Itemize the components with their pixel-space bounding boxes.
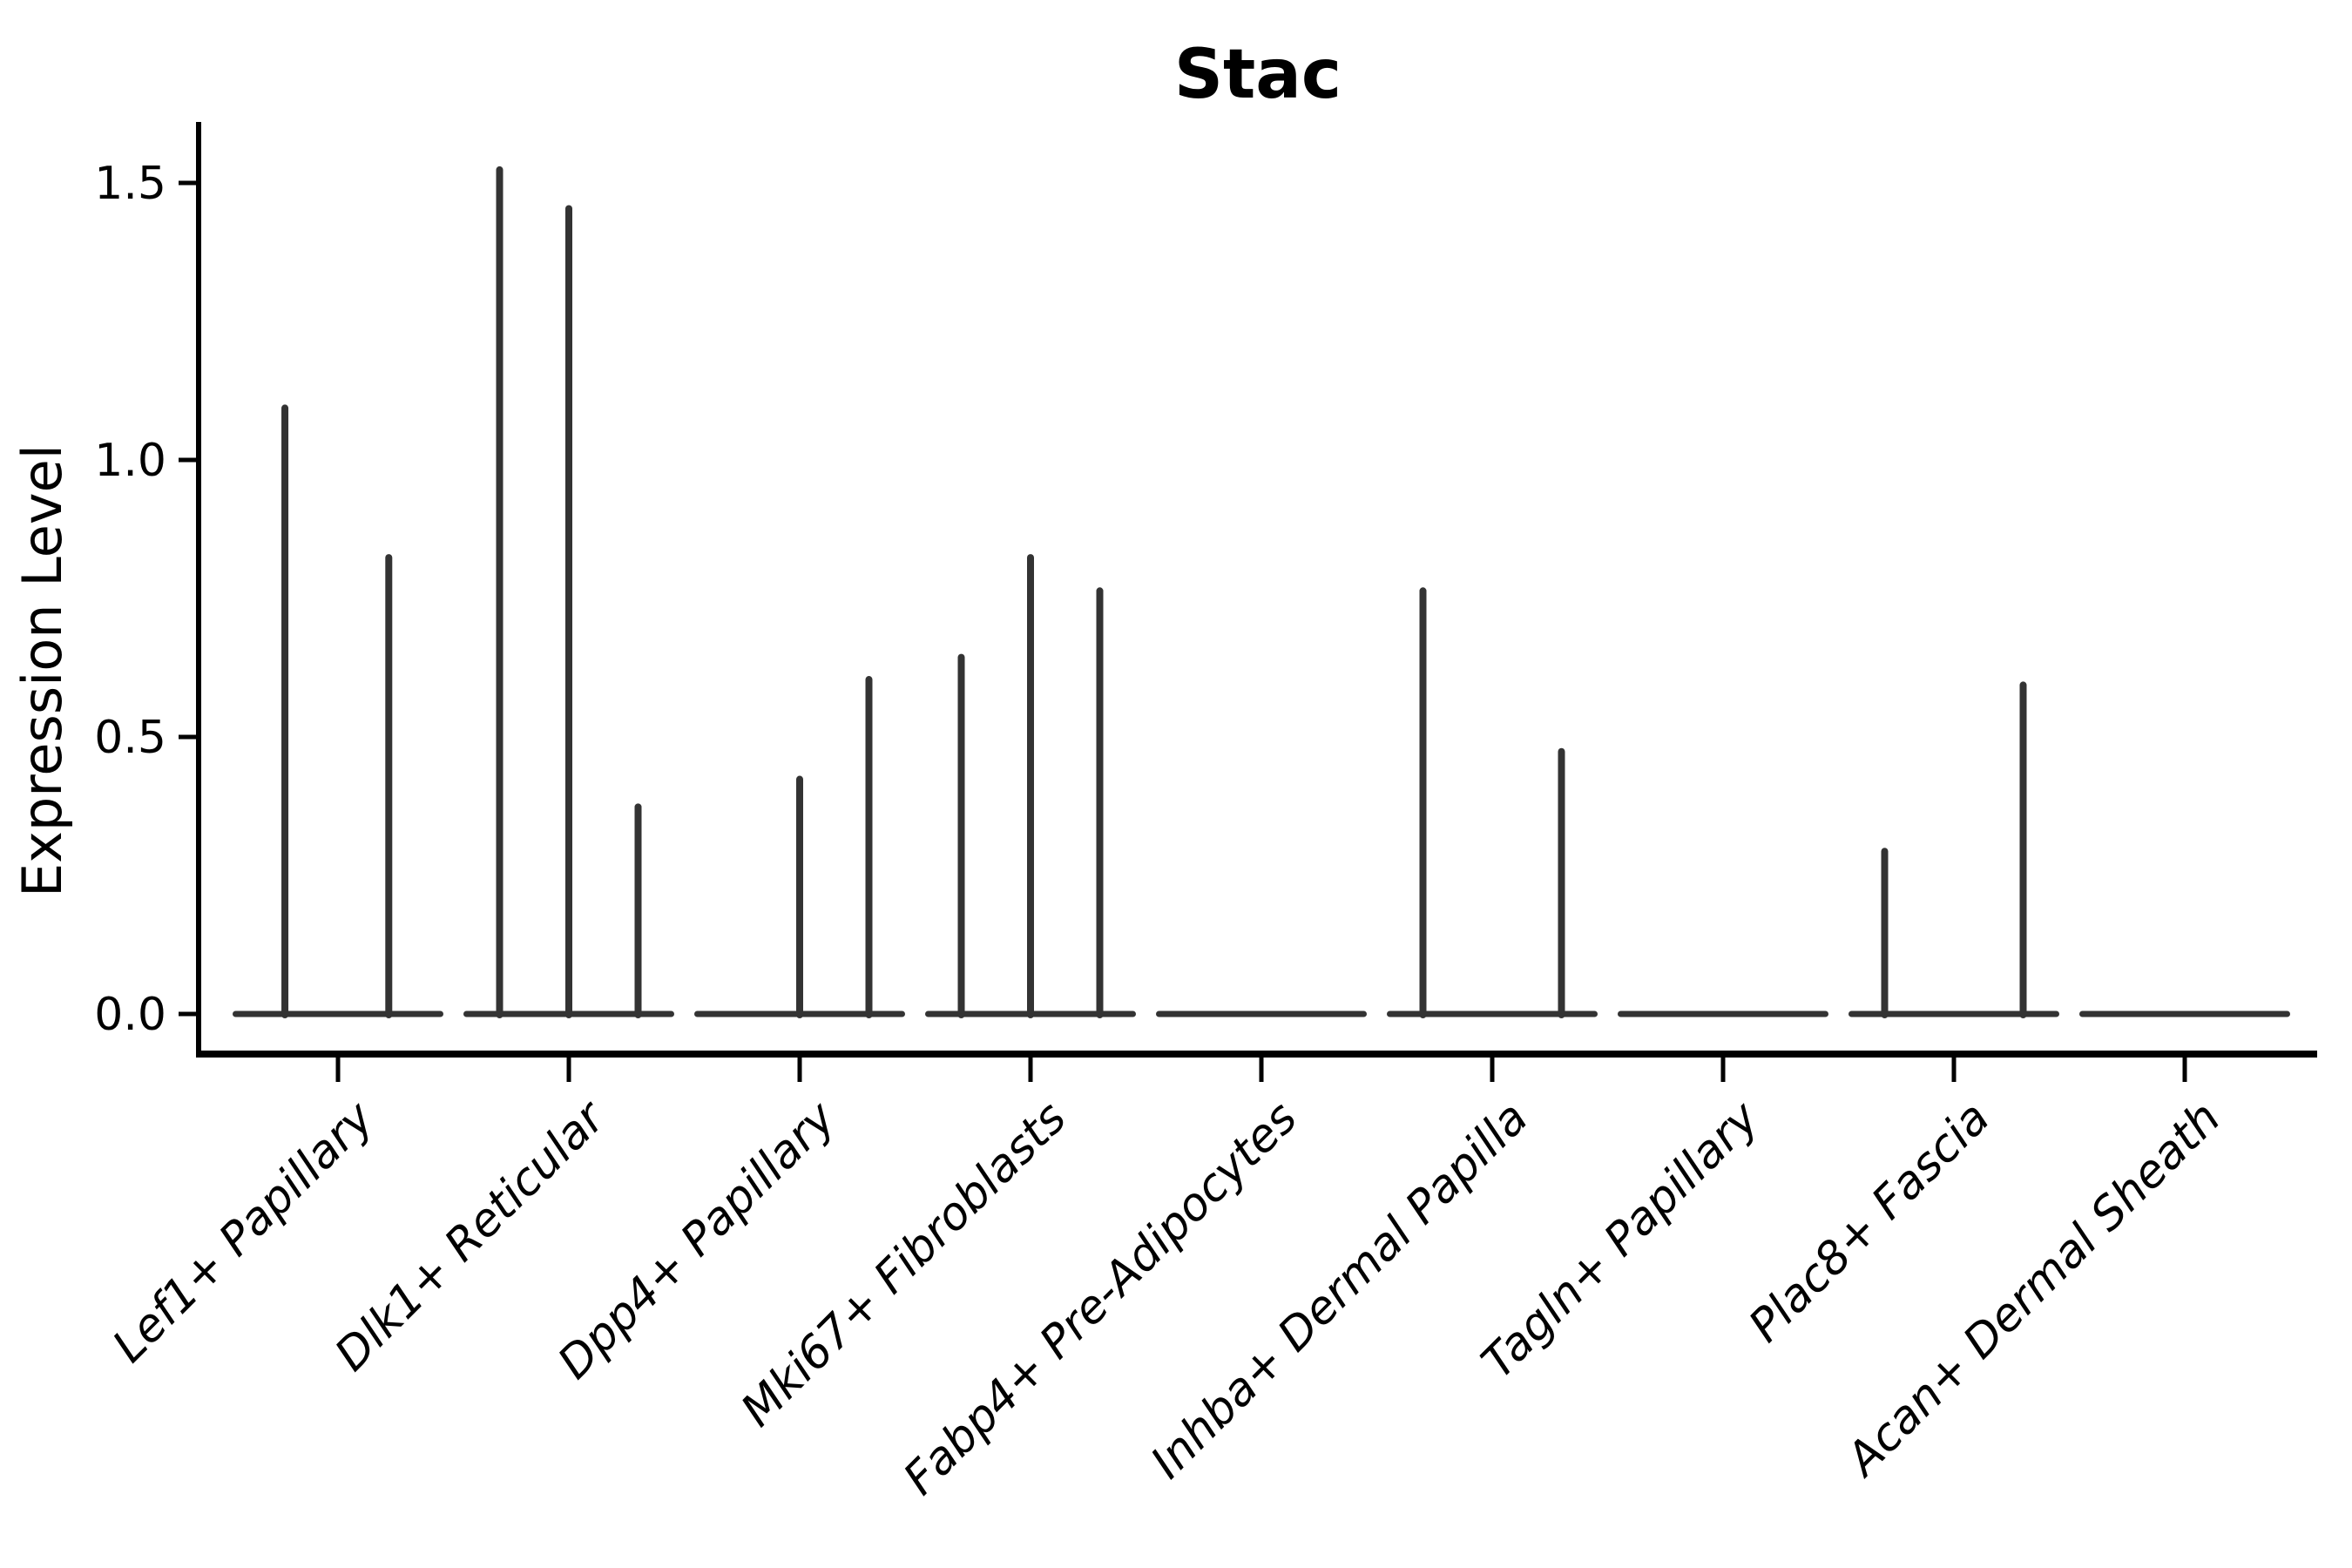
y-axis-label: Expression Level [10, 444, 74, 897]
y-tick-mark [179, 1011, 196, 1017]
y-tick-label: 1.5 [94, 158, 166, 210]
x-tick-label-8: Plac8+ Fascia [1740, 1092, 2000, 1352]
y-tick-mark [179, 734, 196, 740]
x-tick-mark [335, 1058, 341, 1082]
x-tick-mark [1720, 1058, 1726, 1082]
y-tick-label: 0.0 [94, 989, 166, 1041]
x-tick-mark [1490, 1058, 1495, 1082]
x-tick-mark [566, 1058, 571, 1082]
violin-baseline [2079, 1010, 2290, 1017]
x-tick-mark [797, 1058, 802, 1082]
x-tick-label-6: Inhba+ Dermal Papilla [1141, 1092, 1538, 1489]
y-tick-label: 1.0 [94, 435, 166, 487]
x-tick-mark [2182, 1058, 2187, 1082]
y-axis-spine [196, 122, 201, 1058]
x-tick-mark [1028, 1058, 1033, 1082]
x-tick-label-5: Fabp4+ Pre-Adipocytes [894, 1092, 1308, 1505]
violin-baseline [1156, 1010, 1367, 1017]
violin-baseline [233, 1010, 443, 1017]
chart-title: Stac [1174, 36, 1342, 114]
violin-baseline [1848, 1010, 2059, 1017]
y-tick-label: 0.5 [94, 712, 166, 764]
y-tick-mark [179, 457, 196, 463]
violin-baseline [1387, 1010, 1598, 1017]
x-tick-mark [1951, 1058, 1957, 1082]
violin-baseline [1618, 1010, 1828, 1017]
x-tick-label-9: Acan+ Dermal Sheath [1835, 1092, 2231, 1487]
x-tick-mark [1259, 1058, 1264, 1082]
x-axis-spine [196, 1051, 2317, 1058]
y-tick-mark [179, 180, 196, 186]
